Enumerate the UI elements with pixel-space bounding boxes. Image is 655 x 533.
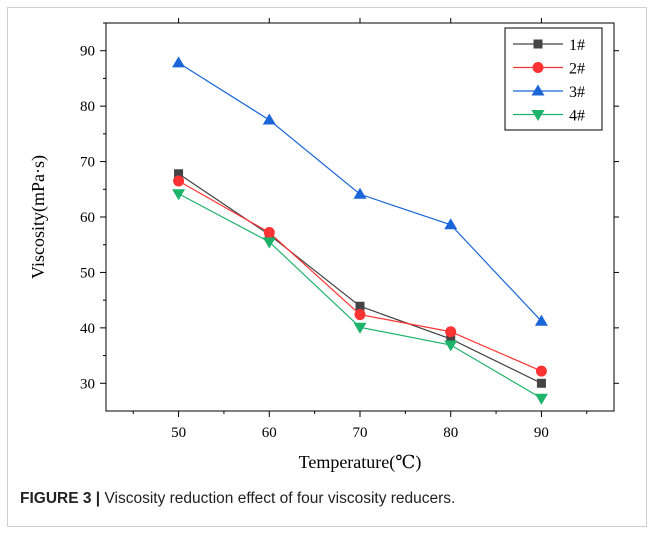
x-axis-label: Temperature(℃): [299, 452, 422, 473]
x-tick-label: 90: [534, 425, 549, 441]
legend-label: 4#: [569, 108, 585, 125]
y-axis-label: Viscosity(mPa·s): [28, 155, 49, 279]
data-point: [353, 322, 367, 334]
legend-item: 3#: [513, 84, 585, 101]
legend-label: 2#: [569, 61, 585, 78]
y-tick-label: 50: [80, 265, 95, 281]
data-point: [263, 227, 275, 239]
data-point: [445, 326, 457, 338]
series-line: [178, 173, 542, 384]
data-point: [536, 378, 546, 388]
data-point: [262, 237, 276, 249]
series-layer: [172, 56, 548, 405]
data-point: [446, 334, 456, 344]
data-point: [174, 169, 184, 179]
legend-box: [504, 27, 603, 131]
series-3: [172, 56, 548, 326]
figure-label: FIGURE 3: [20, 490, 92, 507]
legend-item: 1#: [513, 37, 585, 54]
data-point: [173, 175, 185, 187]
legend-marker: [533, 39, 543, 49]
legend-label: 1#: [569, 37, 585, 54]
figure-caption: FIGURE 3 | Viscosity reduction effect of…: [20, 490, 455, 508]
caption-text: Viscosity reduction effect of four visco…: [104, 490, 456, 507]
data-point: [172, 56, 186, 68]
data-point: [172, 189, 186, 201]
legend-marker: [531, 110, 545, 121]
figure-frame: [7, 7, 647, 527]
y-tick-label: 60: [80, 210, 95, 226]
series-4: [172, 189, 548, 405]
data-point: [355, 301, 365, 311]
data-point: [354, 309, 366, 321]
y-tick-label: 70: [80, 155, 95, 171]
legend-item: 2#: [513, 61, 585, 78]
legend-item: 4#: [513, 108, 585, 125]
legend-marker: [532, 62, 544, 73]
legend-marker: [531, 84, 545, 96]
x-tick-label: 50: [171, 425, 186, 441]
caption-separator: |: [95, 490, 101, 507]
legend: 1# 2# 3# 4#: [504, 27, 603, 131]
data-point: [444, 218, 458, 230]
x-tick-label: 70: [353, 425, 368, 441]
data-point: [534, 393, 548, 405]
y-tick-label: 40: [80, 321, 95, 337]
series-line: [178, 180, 542, 372]
data-point: [353, 187, 367, 199]
data-point: [535, 365, 547, 377]
series-2: [173, 175, 547, 377]
line-chart: 50 60 70 80 90 30 40 50 60 70 80 90 1# 2# 3# 4# Temper…: [28, 18, 619, 473]
data-point: [534, 314, 548, 326]
data-point: [444, 340, 458, 352]
y-tick-label: 80: [80, 99, 95, 115]
y-tick-label: 90: [80, 44, 95, 60]
legend-label: 3#: [569, 84, 585, 101]
series-1: [174, 169, 546, 388]
axes: 50 60 70 80 90 30 40 50 60 70 80 90: [80, 18, 619, 441]
y-tick-label: 30: [80, 376, 95, 392]
x-tick-label: 60: [262, 425, 277, 441]
series-line: [178, 193, 542, 399]
x-tick-label: 80: [443, 425, 458, 441]
data-point: [262, 113, 276, 125]
